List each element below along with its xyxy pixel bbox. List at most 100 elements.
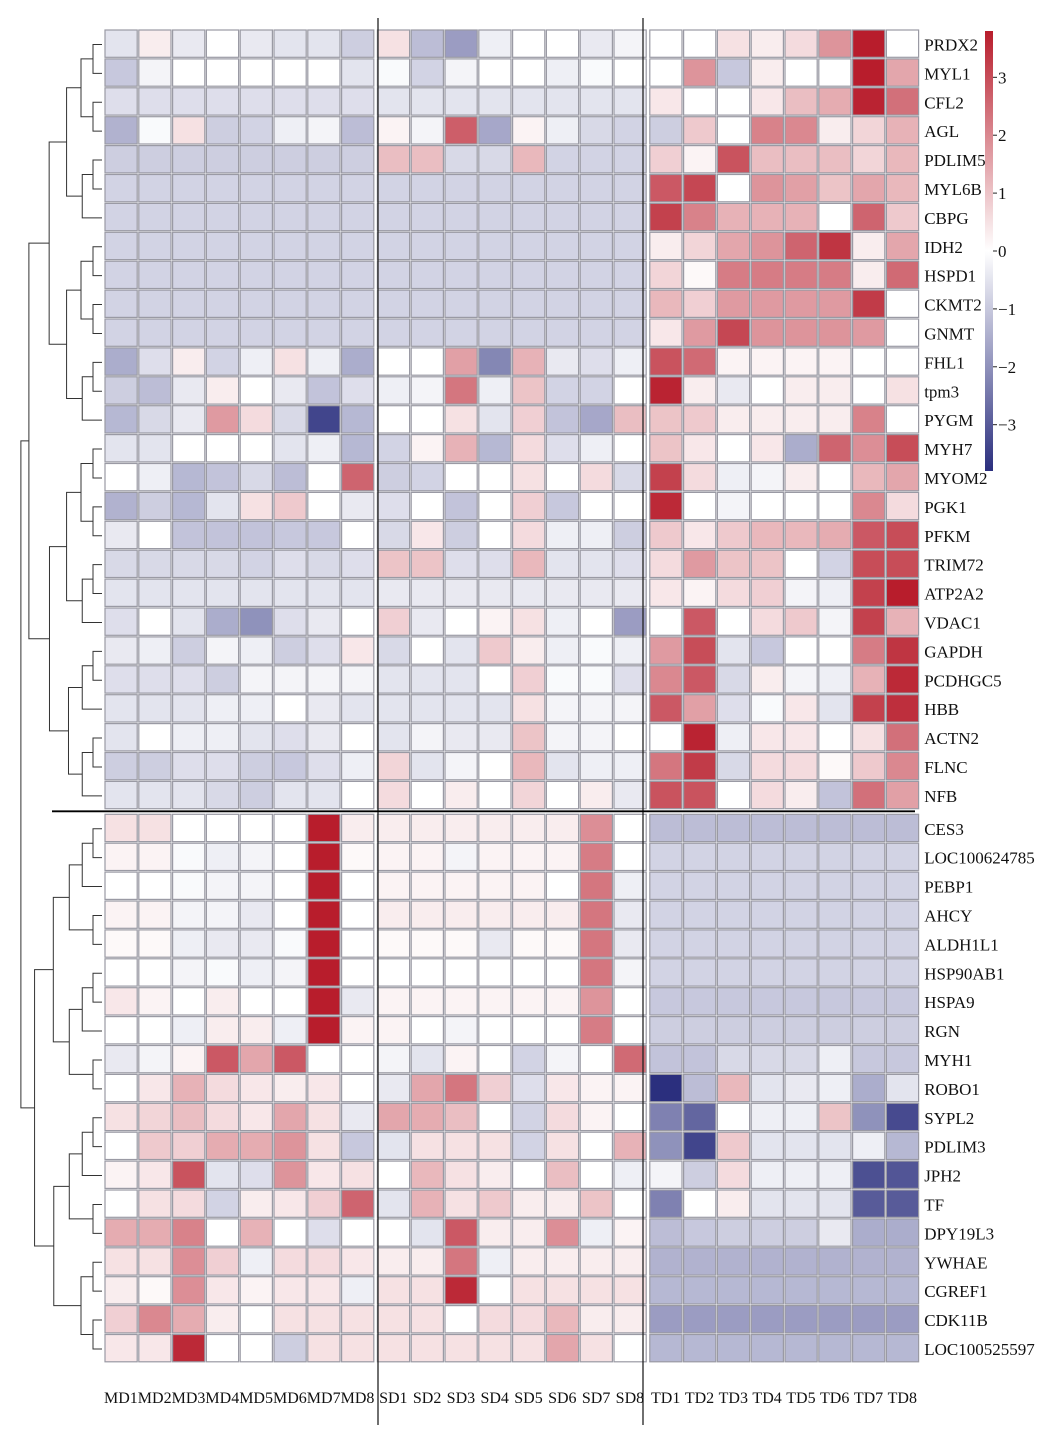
heatmap-cell — [851, 318, 886, 347]
heatmap-cell — [613, 1247, 647, 1276]
heatmap-cell — [376, 289, 411, 319]
heatmap-cell — [239, 1333, 273, 1363]
heatmap-cell — [138, 145, 172, 174]
heatmap-cell — [172, 145, 206, 174]
heatmap-cell — [818, 1333, 852, 1363]
heatmap-cell — [716, 636, 751, 665]
heatmap-cell — [511, 987, 546, 1016]
heatmap-cell — [649, 987, 683, 1016]
heatmap-cell — [682, 289, 717, 319]
heatmap-cell — [273, 751, 307, 781]
heatmap-cell — [410, 578, 445, 607]
heatmap-cell — [172, 694, 206, 723]
heatmap-cell — [104, 1304, 138, 1334]
heatmap-cell — [341, 29, 375, 58]
row-label: FLNC — [924, 758, 967, 777]
heatmap-cell — [818, 376, 852, 405]
heatmap-cell — [104, 491, 138, 521]
heatmap-cell — [273, 1131, 307, 1161]
heatmap-cell — [376, 1073, 411, 1103]
row-label: MYL1 — [924, 64, 970, 83]
heatmap-cell — [478, 1304, 512, 1334]
heatmap-cell — [885, 260, 920, 290]
heatmap-cell — [613, 1015, 647, 1045]
heatmap-cell — [307, 549, 341, 579]
heatmap-cell — [307, 987, 341, 1016]
heatmap-cell — [885, 202, 920, 232]
heatmap-cell — [511, 347, 546, 376]
heatmap-cell — [579, 722, 614, 752]
heatmap-cell — [511, 813, 546, 843]
heatmap-cell — [273, 607, 307, 636]
heatmap-cell — [341, 1247, 375, 1276]
heatmap-cell — [104, 29, 138, 58]
heatmap-cell — [682, 636, 717, 665]
heatmap-cell — [138, 1218, 172, 1247]
column-label: TD4 — [752, 1390, 781, 1407]
heatmap-cell — [444, 722, 478, 752]
column-label: TD5 — [786, 1390, 815, 1407]
heatmap-cell — [511, 376, 546, 405]
dendrogram-branch — [48, 546, 69, 732]
heatmap-cell — [410, 607, 445, 636]
heatmap-cell — [885, 376, 920, 405]
heatmap-cell — [172, 607, 206, 636]
heatmap-cell — [239, 813, 273, 843]
heatmap-cell — [851, 900, 886, 929]
heatmap-cell — [649, 145, 683, 174]
heatmap-cell — [649, 434, 683, 463]
heatmap-cell — [104, 1333, 138, 1363]
heatmap-cell — [613, 987, 647, 1016]
heatmap-cell — [376, 1160, 411, 1189]
heatmap-cell — [545, 347, 580, 376]
heatmap-cell — [376, 813, 411, 843]
heatmap-cell — [613, 173, 647, 203]
heatmap-cell — [205, 578, 240, 607]
heatmap-cell — [545, 958, 580, 987]
heatmap-cell — [239, 376, 273, 405]
heatmap-cell — [307, 842, 341, 872]
heatmap-cell — [376, 1015, 411, 1045]
heatmap-cell — [750, 1102, 785, 1132]
dendrogram-branch — [81, 376, 102, 421]
heatmap-cell — [273, 871, 307, 900]
heatmap-cell — [750, 1044, 785, 1074]
heatmap-cell — [273, 347, 307, 376]
heatmap-cell — [716, 1247, 751, 1276]
heatmap-cell — [613, 929, 647, 958]
heatmap-cell — [818, 1247, 852, 1276]
heatmap-cell — [579, 780, 614, 810]
heatmap-cell — [818, 665, 852, 694]
row-label: HSP90AB1 — [924, 964, 1004, 983]
heatmap-cell — [410, 462, 445, 492]
heatmap-cell — [750, 491, 785, 521]
row-label: PDLIM5 — [924, 151, 985, 170]
heatmap-cell — [239, 434, 273, 463]
heatmap-cell — [307, 751, 341, 781]
heatmap-cell — [851, 462, 886, 492]
heatmap-cell — [885, 813, 920, 843]
heatmap-cell — [784, 29, 818, 58]
heatmap-cell — [579, 1247, 614, 1276]
heatmap-cell — [851, 607, 886, 636]
heatmap-cell — [205, 462, 240, 492]
heatmap-cell — [376, 1131, 411, 1161]
heatmap-cell — [545, 520, 580, 550]
heatmap-cell — [172, 813, 206, 843]
heatmap-cell — [511, 1044, 546, 1074]
heatmap-cell — [444, 405, 478, 434]
heatmap-cell — [239, 694, 273, 723]
heatmap-cell — [545, 578, 580, 607]
row-label: GAPDH — [924, 642, 983, 661]
heatmap-cell — [172, 871, 206, 900]
heatmap-cell — [649, 751, 683, 781]
heatmap-cell — [376, 1218, 411, 1247]
heatmap-cell — [613, 665, 647, 694]
heatmap-cell — [307, 231, 341, 261]
heatmap-cell — [239, 231, 273, 261]
heatmap-cell — [613, 578, 647, 607]
heatmap-cell — [138, 260, 172, 290]
heatmap-cell — [579, 58, 614, 87]
heatmap-cell — [545, 842, 580, 872]
heatmap-cell — [716, 260, 751, 290]
